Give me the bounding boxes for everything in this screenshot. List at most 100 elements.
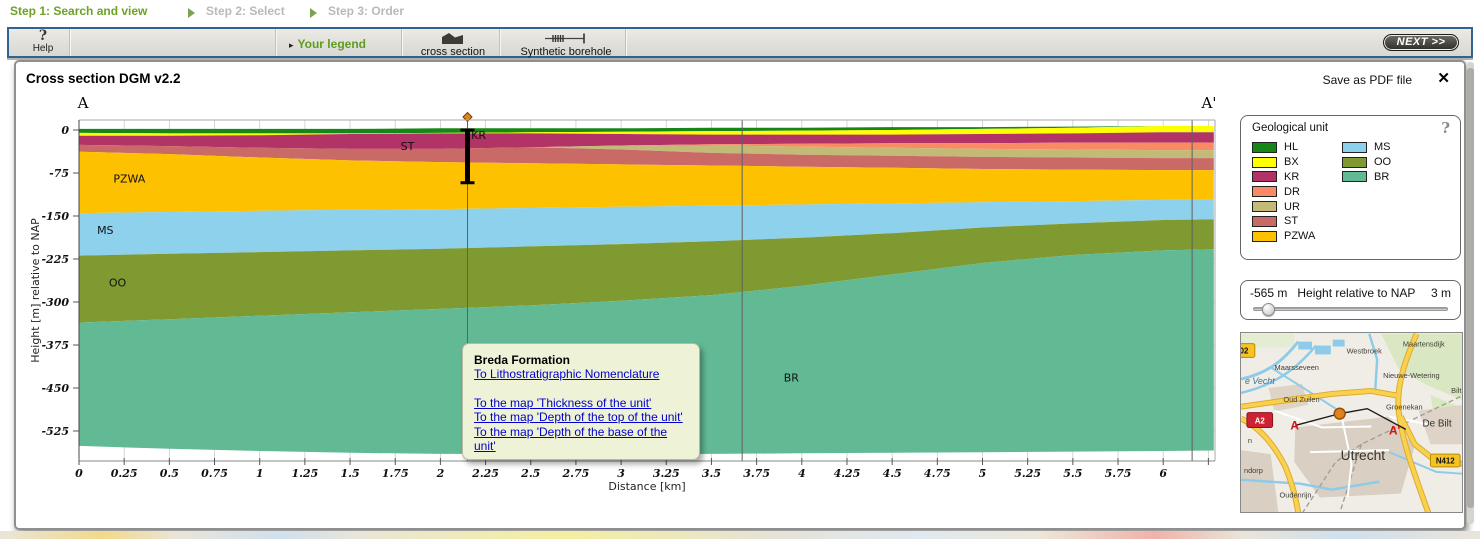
- map-marker-a-prime: A': [1389, 423, 1401, 437]
- legend-swatch: [1252, 142, 1277, 153]
- map-label-ndorp: ndorp: [1244, 466, 1263, 475]
- legend-unit-code: BX: [1284, 156, 1299, 168]
- x-tick-label: 5: [979, 467, 987, 480]
- cross-section-button[interactable]: cross section: [409, 30, 497, 58]
- x-tick-label: 2.25: [471, 467, 499, 480]
- slider-labels-row: -565 m Height relative to NAP 3 m: [1250, 286, 1451, 300]
- y-tick-label: -225: [41, 253, 69, 266]
- help-button[interactable]: ? Help: [23, 30, 63, 56]
- map-label-oud-zuilen: Oud Zuilen: [1283, 395, 1319, 404]
- map-label-vecht: e Vecht: [1245, 376, 1275, 386]
- section-end-label: A': [1201, 94, 1217, 112]
- y-tick-label: -450: [41, 382, 69, 395]
- legend-column: MSOO BR: [1342, 140, 1391, 184]
- x-tick-label: 0.5: [160, 467, 179, 480]
- height-slider-track[interactable]: [1253, 307, 1448, 311]
- overview-map-canvas: A2 02 N412 Maartensdijk Westbroek Maarss…: [1241, 333, 1463, 513]
- tooltip-link-nomenclature[interactable]: To Lithostratigraphic Nomenclature: [474, 367, 688, 382]
- x-tick-label: 2.75: [562, 467, 590, 480]
- your-legend-button[interactable]: ▸Your legend: [289, 35, 366, 53]
- next-button[interactable]: NEXT >>: [1383, 34, 1459, 51]
- tooltip-title: Breda Formation: [474, 353, 688, 367]
- legend-item-br: BR: [1342, 170, 1391, 185]
- legend-swatch: [1252, 216, 1277, 227]
- legend-unit-code: OO: [1374, 156, 1391, 168]
- legend-help-icon[interactable]: ?: [1441, 119, 1450, 137]
- toolbar-divider: [69, 29, 71, 56]
- tooltip-link-depth-base-map[interactable]: To the map 'Depth of the base of the uni…: [474, 425, 688, 454]
- x-tick-label: 1: [256, 467, 264, 480]
- x-tick-label: 0: [75, 467, 83, 480]
- x-tick-label: 1.5: [340, 467, 359, 480]
- x-tick-label: 0.25: [111, 467, 138, 480]
- your-legend-label: Your legend: [298, 37, 366, 51]
- legend-item-bx: BX: [1252, 155, 1315, 170]
- slider-max-label: 3 m: [1431, 286, 1451, 300]
- y-tick-label: -150: [41, 210, 69, 223]
- legend-swatch: [1342, 142, 1367, 153]
- x-tick-label: 3.75: [743, 467, 770, 480]
- x-tick-label: 4.75: [924, 467, 951, 480]
- step-2-select[interactable]: Step 2: Select: [206, 4, 285, 18]
- legend-item-pzwa: PZWA: [1252, 229, 1315, 244]
- unit-label-pzwa: PZWA: [113, 173, 145, 186]
- legend-swatch: [1342, 157, 1367, 168]
- shield-n402: 02: [1241, 344, 1255, 358]
- y-tick-label: 0: [61, 124, 69, 137]
- legend-column: HLBXKRDRURSTPZWA: [1252, 140, 1315, 244]
- tooltip-link-depth-top-map[interactable]: To the map 'Depth of the top of the unit…: [474, 410, 688, 425]
- legend-title: Geological unit: [1252, 122, 1328, 134]
- map-label-maarsseveen: Maarsseveen: [1275, 363, 1319, 372]
- step-3-order[interactable]: Step 3: Order: [328, 4, 404, 18]
- tooltip-link-thickness-map[interactable]: To the map 'Thickness of the unit': [474, 396, 688, 411]
- x-tick-label: 1.75: [382, 467, 409, 480]
- legend-swatch: [1252, 186, 1277, 197]
- map-label-bilt: Bilt: [1451, 386, 1461, 395]
- synthetic-borehole-button[interactable]: Synthetic borehole: [507, 30, 625, 58]
- height-slider-panel: -565 m Height relative to NAP 3 m: [1240, 280, 1461, 320]
- help-icon: ?: [23, 30, 63, 43]
- steps-bar: Step 1: Search and view Step 2: Select S…: [0, 0, 1480, 26]
- unit-label-kr: KR: [471, 129, 486, 142]
- x-tick-label: 5.5: [1063, 467, 1082, 480]
- legend-swatch: [1342, 171, 1367, 182]
- cross-section-label: cross section: [409, 46, 497, 58]
- legend-item-hl: HL: [1252, 140, 1315, 155]
- x-tick-label: 2.5: [520, 467, 540, 480]
- section-start-label: A: [77, 94, 89, 112]
- scrollbar-thumb[interactable]: [1467, 68, 1474, 508]
- x-tick-label: 3: [617, 467, 625, 480]
- step-arrow-icon: [188, 8, 195, 18]
- toolbar-divider: [401, 29, 403, 56]
- toolbar-divider: [625, 29, 627, 56]
- legend-item-st: ST: [1252, 214, 1315, 229]
- y-tick-label: -525: [41, 425, 69, 438]
- map-label-nieuwe-wetering: Nieuwe-Wetering: [1383, 371, 1440, 380]
- page-scrollbar: [1467, 62, 1474, 524]
- svg-text:A2: A2: [1255, 417, 1266, 426]
- x-tick-label: 5.75: [1105, 467, 1132, 480]
- legend-item-ms: MS: [1342, 140, 1391, 155]
- x-tick-label: 0.75: [201, 467, 228, 480]
- x-tick-label: 6: [1159, 467, 1167, 480]
- shield-n412: N412: [1430, 454, 1460, 467]
- map-label-maartensdijk: Maartensdijk: [1403, 340, 1445, 349]
- map-label-oudenrijn: Oudenrijn: [1279, 491, 1311, 500]
- x-tick-label: 3.25: [653, 467, 680, 480]
- legend-unit-code: BR: [1374, 171, 1389, 183]
- height-slider-knob[interactable]: [1262, 303, 1275, 316]
- toolbar-divider: [499, 29, 501, 56]
- legend-item-kr: KR: [1252, 170, 1315, 185]
- x-tick-label: 5.25: [1014, 467, 1041, 480]
- map-marker-a: A: [1290, 418, 1299, 432]
- overview-map[interactable]: A2 02 N412 Maartensdijk Westbroek Maarss…: [1240, 332, 1463, 513]
- step-1-search-and-view[interactable]: Step 1: Search and view: [10, 4, 147, 18]
- x-axis-title: Distance [km]: [608, 480, 685, 493]
- y-tick-label: -75: [49, 167, 69, 180]
- y-tick-label: -300: [41, 296, 69, 309]
- legend-swatch: [1252, 231, 1277, 242]
- map-section-point-marker[interactable]: [1334, 408, 1345, 419]
- legend-unit-code: ST: [1284, 215, 1298, 227]
- unit-label-st: ST: [401, 140, 415, 153]
- map-label-n: n: [1248, 436, 1252, 445]
